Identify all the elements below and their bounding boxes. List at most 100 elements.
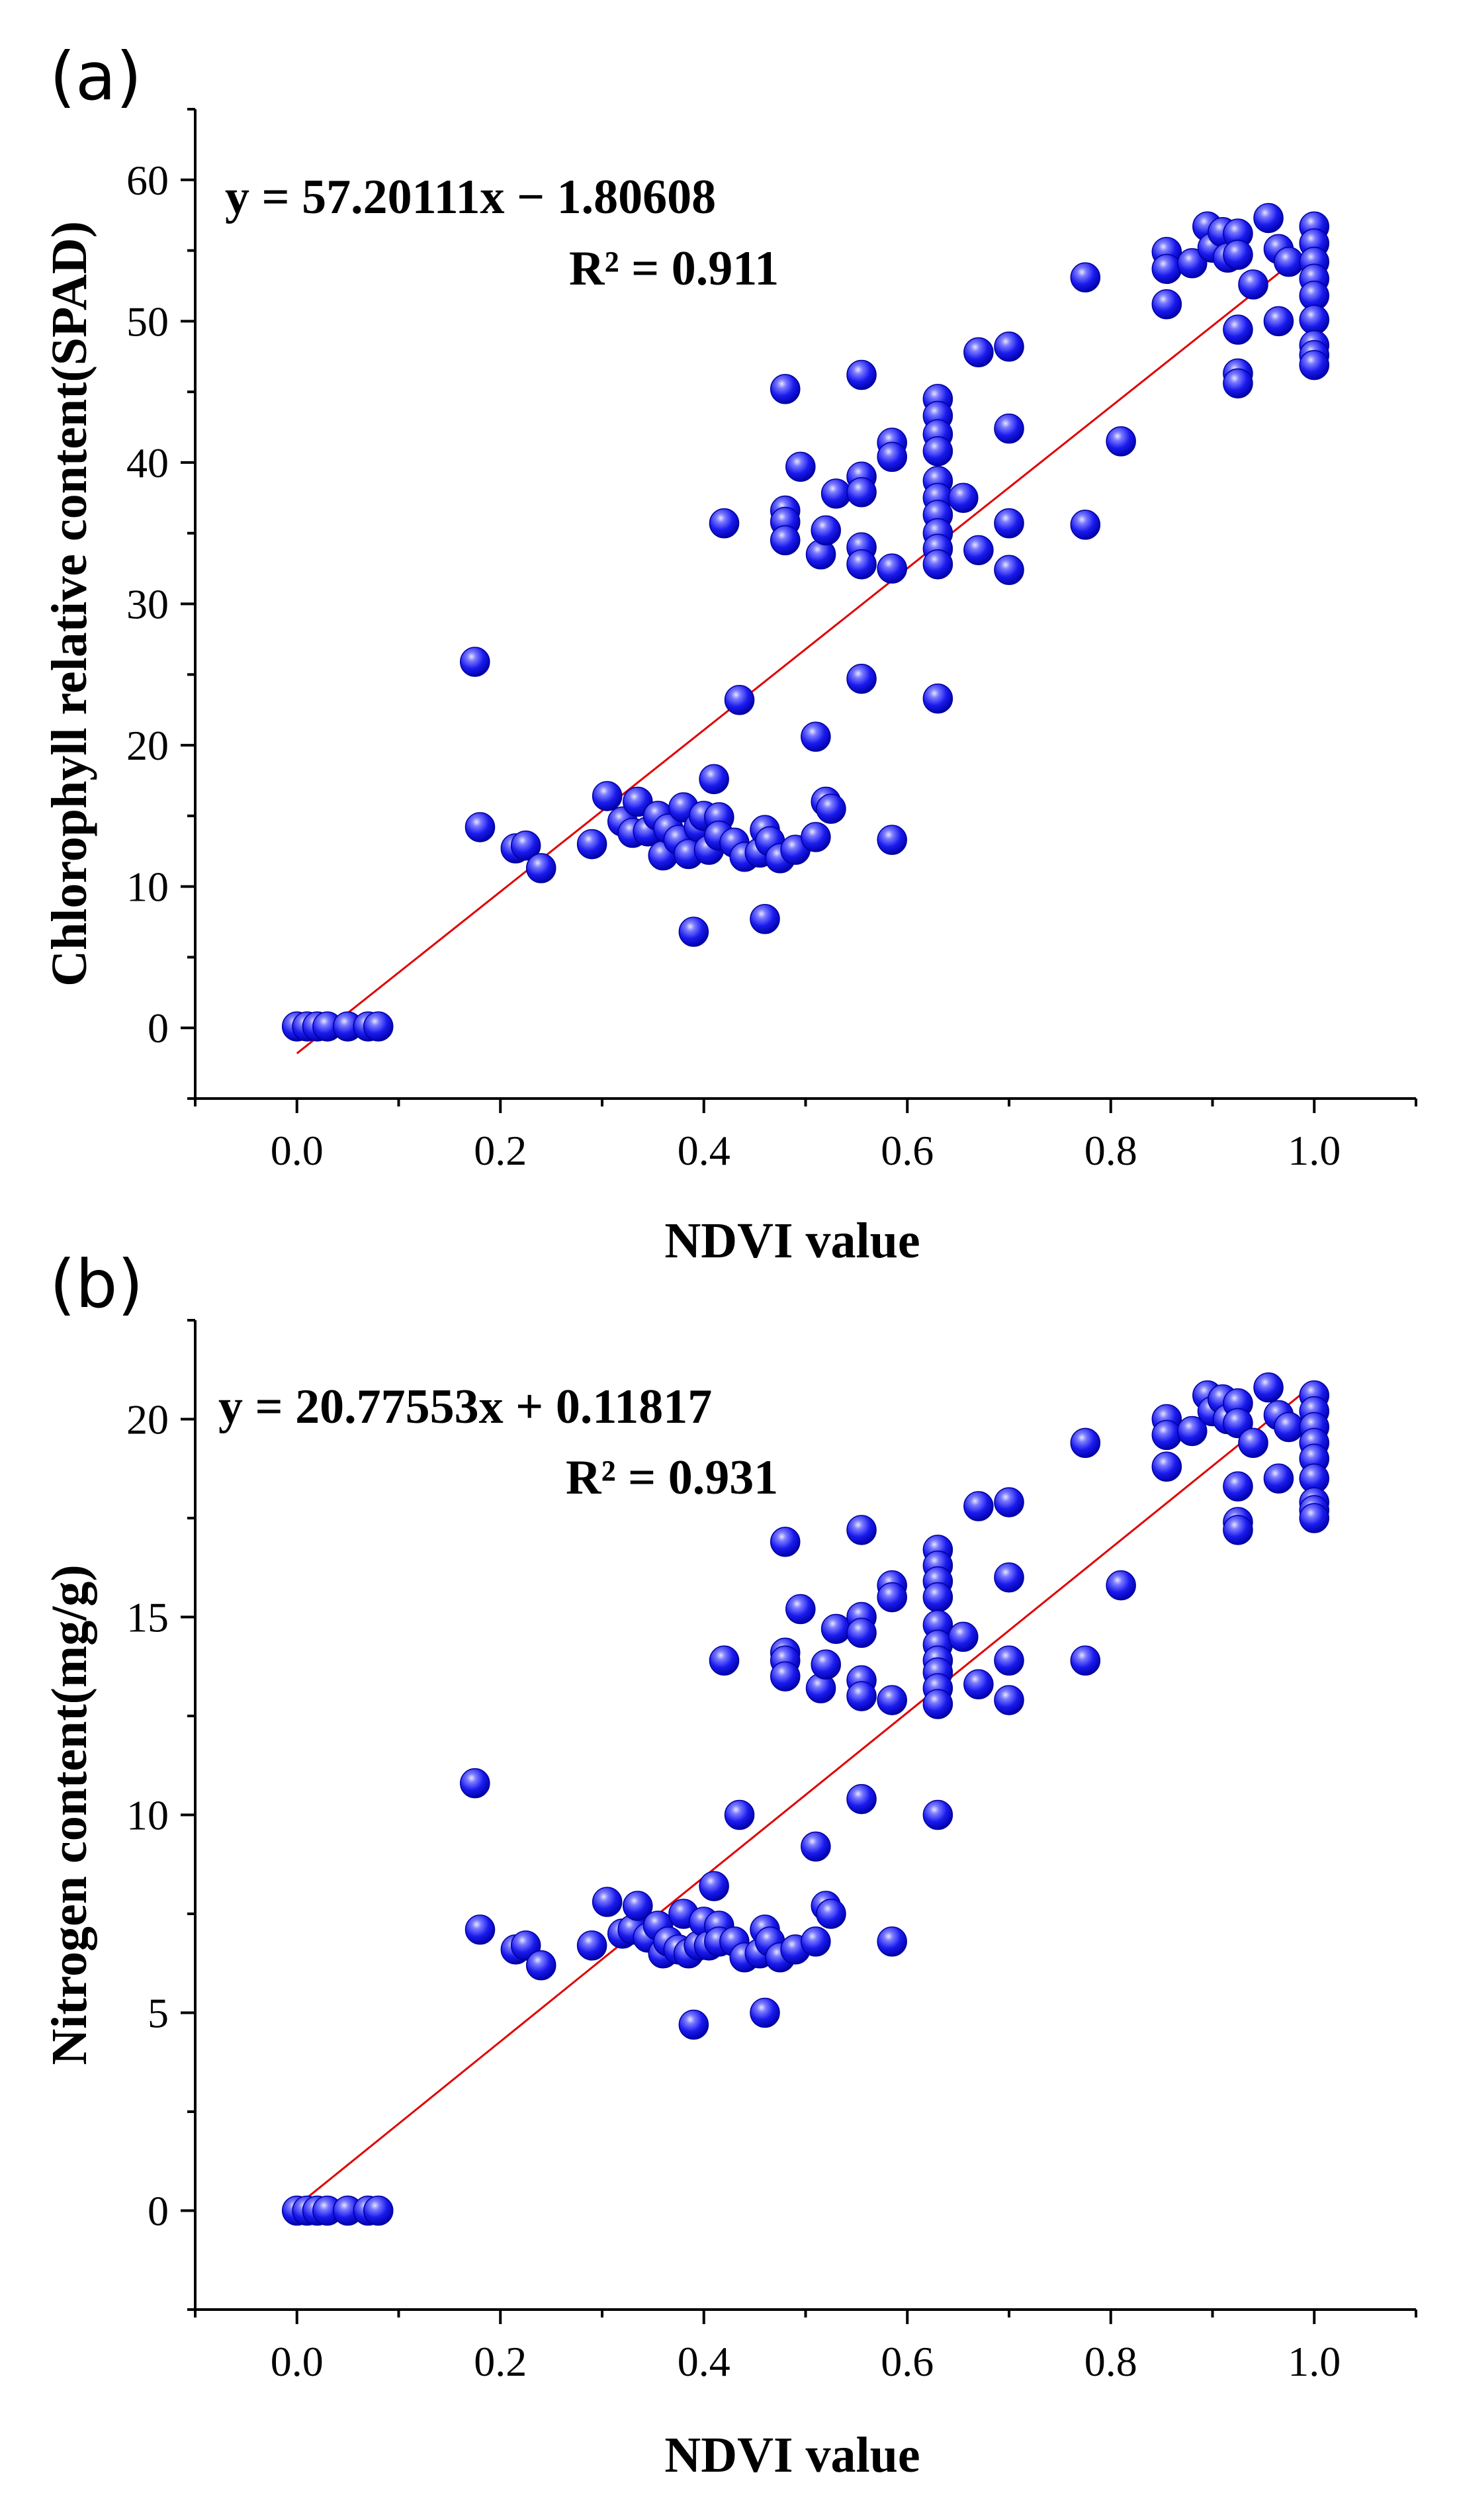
data-point (724, 684, 755, 715)
equation-a: y = 57.20111x − 1.80608 (225, 170, 716, 224)
data-point (363, 1011, 394, 1042)
data-point (1253, 202, 1284, 234)
data-point (922, 1582, 953, 1613)
data-point (699, 764, 729, 795)
data-point (460, 1768, 490, 1799)
data-point (1299, 1503, 1329, 1533)
data-point (811, 1649, 841, 1680)
data-point (678, 2009, 709, 2040)
axes-a: 0.0 0.2 0.4 0.6 0.8 1.0 0 10 20 30 40 50 60 NDVI valu… (42, 108, 1417, 1269)
data-point (709, 1645, 740, 1676)
data-point (526, 853, 556, 883)
data-point (1238, 269, 1268, 300)
data-point (464, 812, 496, 842)
data-point (1177, 248, 1208, 279)
data-point (877, 441, 907, 472)
data-point (877, 825, 907, 855)
data-point (811, 515, 841, 546)
data-point (785, 451, 816, 482)
data-point (846, 1617, 877, 1648)
y-tick-label: 40 (126, 439, 169, 486)
data-point (801, 721, 831, 752)
data-point (1299, 304, 1329, 335)
data-point (1070, 510, 1101, 540)
data-point (576, 829, 607, 860)
data-point (750, 904, 780, 934)
data-point (623, 1891, 653, 1921)
data-point (1263, 306, 1294, 337)
chart-a: (a) 0.0 0.2 0.4 0.6 0.8 1.0 0 10 20 30 40 50 60 NDVI … (42, 38, 1417, 1269)
data-point (1151, 289, 1182, 320)
data-point (846, 359, 877, 390)
data-point (963, 535, 994, 566)
data-point (816, 1899, 846, 1929)
data-point (592, 1887, 623, 1917)
data-point (1274, 1412, 1304, 1443)
data-point (576, 1930, 607, 1961)
y-tick-label: 15 (126, 1594, 169, 1641)
data-point (846, 477, 877, 508)
data-point (816, 793, 846, 824)
data-point (1238, 1427, 1268, 1459)
data-point (1070, 1645, 1101, 1676)
x-tick-label: 0.0 (271, 2338, 324, 2385)
regression-line (296, 1382, 1315, 2207)
y-tick-label: 60 (126, 157, 169, 204)
data-point (770, 1527, 801, 1557)
data-point (994, 555, 1024, 585)
data-point (770, 374, 801, 404)
data-point (994, 508, 1024, 539)
data-point (1223, 1471, 1253, 1502)
data-point (699, 1871, 729, 1901)
y-tick-label: 30 (126, 581, 169, 628)
data-point (820, 478, 852, 509)
x-tick-label: 0.6 (881, 2338, 934, 2385)
x-tick-label: 0.4 (678, 1127, 730, 1174)
data-point (994, 1562, 1024, 1593)
data-point (1151, 1451, 1182, 1482)
data-point (1106, 1570, 1136, 1601)
points-a (282, 202, 1329, 1042)
x-tick-label: 0.2 (474, 2338, 527, 2385)
axes-b: 0.0 0.2 0.4 0.6 0.8 1.0 0 5 10 15 20 NDVI value Nitr… (42, 1319, 1417, 2483)
data-point (994, 413, 1024, 444)
data-point (785, 1594, 816, 1625)
data-point (877, 1582, 907, 1613)
regression-line (296, 244, 1315, 1054)
r-squared-b: R² = 0.931 (566, 1451, 778, 1505)
data-point (963, 337, 994, 368)
data-point (994, 1487, 1024, 1517)
equation-b: y = 20.77553x + 0.11817 (218, 1380, 712, 1434)
data-point (877, 1926, 907, 1957)
data-point (750, 1997, 780, 2028)
x-tick-label: 0.4 (678, 2338, 730, 2385)
data-point (922, 683, 953, 714)
x-tick-label: 1.0 (1288, 2338, 1341, 2385)
data-point (846, 1783, 877, 1815)
fit-line-b (296, 1382, 1315, 2207)
data-point (1299, 349, 1329, 381)
y-tick-label: 0 (148, 1005, 169, 1052)
data-point (709, 508, 740, 539)
data-point (846, 549, 877, 580)
data-point (994, 1685, 1024, 1715)
data-point (922, 549, 953, 580)
data-point (963, 1491, 994, 1521)
x-axis-title-a: NDVI value (664, 1213, 920, 1269)
data-point (801, 1831, 831, 1862)
data-point (1253, 1372, 1284, 1403)
x-tick-label: 0.2 (474, 1127, 527, 1174)
x-tick-label: 0.8 (1084, 1127, 1137, 1174)
data-point (1223, 368, 1253, 399)
data-point (678, 917, 709, 947)
x-axis-title-b: NDVI value (664, 2427, 920, 2483)
y-tick-label: 50 (126, 298, 169, 345)
data-point (1274, 246, 1304, 277)
data-point (1151, 1419, 1182, 1451)
data-point (1106, 426, 1136, 457)
data-point (963, 1669, 994, 1699)
data-point (1223, 240, 1253, 270)
y-tick-label: 10 (126, 1792, 169, 1839)
x-tick-label: 0.8 (1084, 2338, 1137, 2385)
